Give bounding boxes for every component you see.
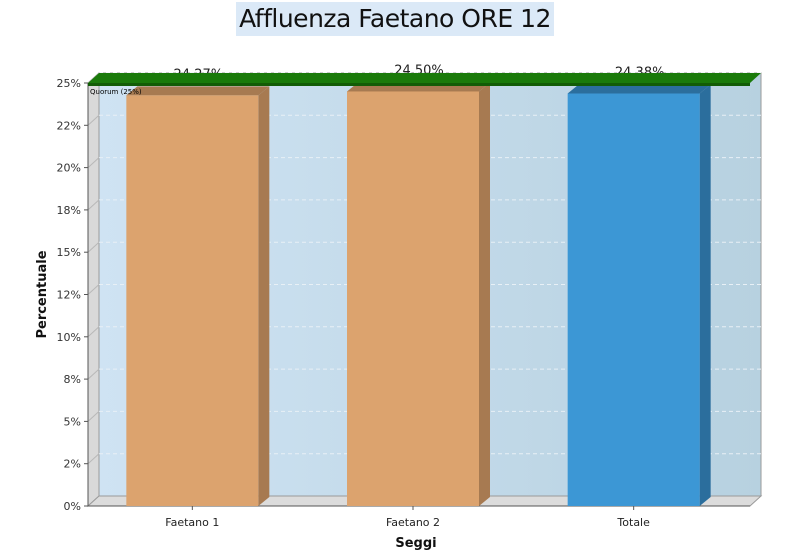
- bar-top: [567, 84, 711, 94]
- bar: [126, 95, 259, 507]
- grid-line-side: [87, 411, 100, 422]
- y-tick-label: 12%: [57, 289, 81, 302]
- y-tick-label: 18%: [57, 204, 81, 217]
- grid-line-side: [87, 326, 100, 338]
- y-tick-label: 8%: [64, 373, 81, 386]
- y-tick-label: 15%: [57, 246, 81, 259]
- y-axis-title: Percentuale: [35, 250, 50, 338]
- grid-line-side: [87, 241, 100, 253]
- quorum-label: Quorum (25%): [90, 88, 142, 96]
- x-tick-label: Faetano 1: [165, 516, 219, 529]
- y-tick-label: 2%: [64, 458, 81, 471]
- bar: [347, 91, 479, 507]
- y-tick-label: 25%: [57, 77, 81, 90]
- x-axis-title: Seggi: [395, 536, 436, 551]
- bar-top: [126, 86, 270, 96]
- quorum-line-front: [88, 83, 750, 86]
- y-tick-label: 10%: [57, 331, 81, 344]
- bar-side: [258, 86, 270, 507]
- quorum-line: [88, 73, 761, 83]
- y-tick-label: 20%: [57, 162, 81, 175]
- grid-line-side: [87, 199, 100, 211]
- y-tick-label: 5%: [64, 415, 81, 428]
- grid-line-side: [87, 284, 100, 295]
- bar-side: [699, 84, 711, 506]
- y-tick-label: 0%: [64, 500, 81, 513]
- x-tick-label: Faetano 2: [386, 516, 440, 529]
- grid-line-side: [87, 114, 100, 126]
- y-tick-label: 22%: [57, 119, 81, 132]
- bar: [567, 93, 700, 506]
- grid-line-side: [87, 157, 100, 168]
- x-tick-label: Totale: [616, 516, 650, 529]
- grid-line-side: [87, 453, 100, 465]
- chart-title: Affluenza Faetano ORE 12: [236, 2, 554, 36]
- grid-line-side: [87, 368, 100, 380]
- bar-side: [479, 82, 490, 507]
